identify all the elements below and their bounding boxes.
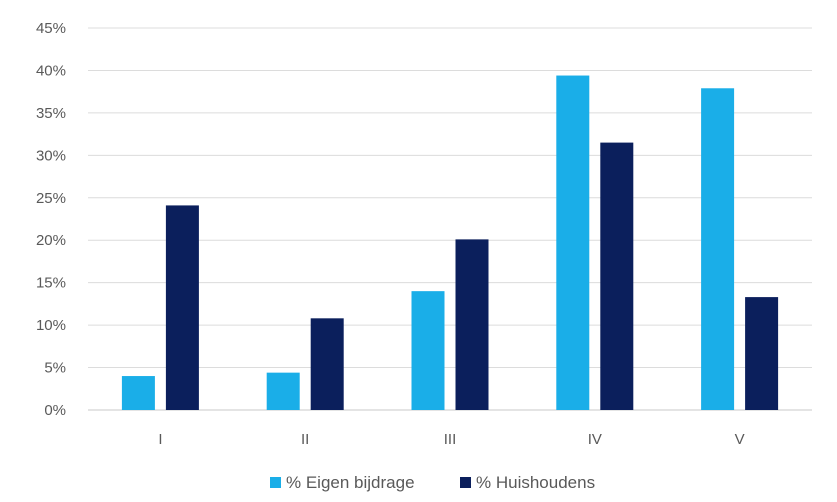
bar-huishoudens-iv: [600, 143, 633, 410]
bar-eigen-bijdrage-iii: [412, 291, 445, 410]
x-tick-label: IV: [588, 431, 602, 448]
bar-eigen-bijdrage-iv: [556, 76, 589, 410]
bar-eigen-bijdrage-v: [701, 88, 734, 410]
y-tick-label: 5%: [44, 360, 66, 377]
legend-swatch: [270, 477, 281, 488]
y-tick-label: 25%: [36, 190, 66, 207]
y-tick-label: 20%: [36, 232, 66, 249]
y-tick-label: 45%: [36, 20, 66, 37]
x-tick-label: V: [735, 431, 745, 448]
legend: % Eigen bijdrage % Huishoudens: [270, 473, 595, 492]
bar-eigen-bijdrage-ii: [267, 373, 300, 410]
bar-huishoudens-ii: [311, 318, 344, 410]
x-axis-ticks: I II III IV V: [158, 431, 744, 448]
legend-label: % Eigen bijdrage: [286, 473, 415, 492]
y-tick-label: 15%: [36, 275, 66, 292]
x-tick-label: II: [301, 431, 309, 448]
bar-huishoudens-i: [166, 205, 199, 410]
bars: [122, 76, 778, 410]
bar-eigen-bijdrage-i: [122, 376, 155, 410]
y-tick-label: 35%: [36, 105, 66, 122]
y-tick-label: 10%: [36, 317, 66, 334]
bar-huishoudens-v: [745, 297, 778, 410]
bar-huishoudens-iii: [456, 239, 489, 410]
legend-swatch: [460, 477, 471, 488]
legend-label: % Huishoudens: [476, 473, 595, 492]
y-axis-ticks: 0% 5% 10% 15% 20% 25% 30% 35% 40% 45%: [36, 20, 66, 419]
x-tick-label: I: [158, 431, 162, 448]
y-tick-label: 30%: [36, 147, 66, 164]
y-tick-label: 0%: [44, 402, 66, 419]
y-tick-label: 40%: [36, 62, 66, 79]
x-tick-label: III: [444, 431, 457, 448]
